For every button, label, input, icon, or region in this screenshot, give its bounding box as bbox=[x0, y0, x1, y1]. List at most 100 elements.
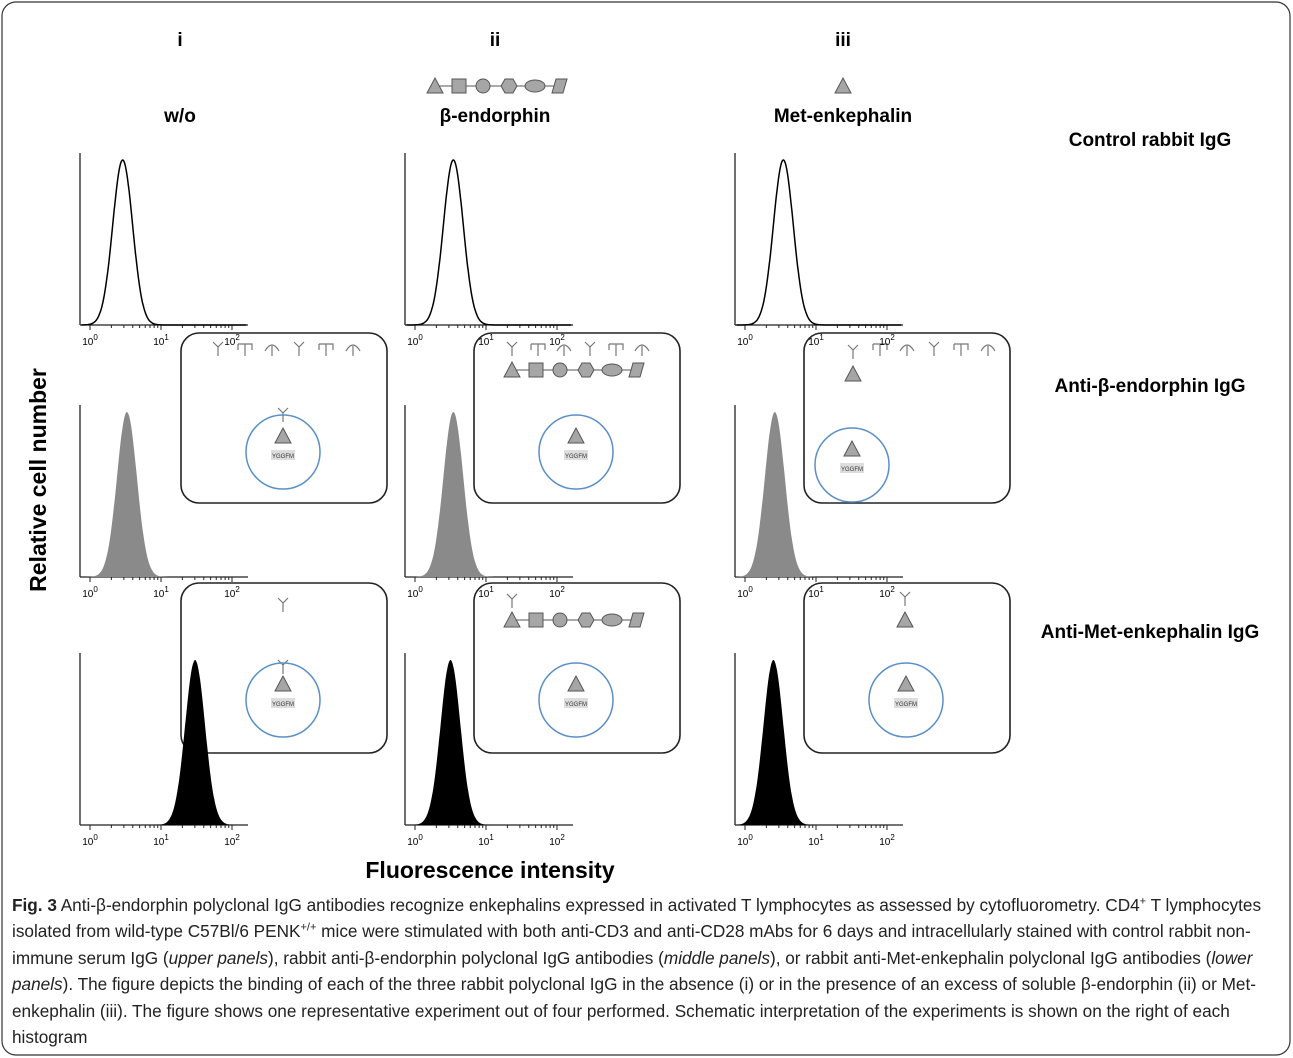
x-tick-label: 102 bbox=[224, 333, 240, 348]
x-tick-label: 100 bbox=[407, 833, 423, 848]
tick-base: 10 bbox=[407, 337, 419, 348]
x-tick-label: 102 bbox=[879, 333, 895, 348]
epitope-box bbox=[894, 698, 918, 708]
tick-exponent: 1 bbox=[489, 833, 494, 842]
peptide-hexagon bbox=[577, 362, 595, 378]
tick-base: 10 bbox=[808, 589, 820, 600]
peptide-triangle bbox=[426, 76, 444, 94]
histogram bbox=[736, 412, 902, 577]
row-label: Anti-Met-enkephalin IgG bbox=[1041, 622, 1260, 643]
peptide-triangle bbox=[896, 610, 914, 628]
tick-base: 10 bbox=[407, 589, 419, 600]
tick-base: 10 bbox=[407, 837, 419, 848]
caption-run: T lymphocytes isolated from wild-type C5… bbox=[12, 895, 1262, 942]
antibody bbox=[293, 341, 305, 356]
antibody bbox=[928, 341, 940, 356]
tick-base: 10 bbox=[82, 337, 94, 348]
peptide-triangle bbox=[567, 426, 585, 444]
histogram bbox=[406, 660, 572, 825]
epitope-text: YGGFM bbox=[565, 454, 587, 460]
x-tick-label: 101 bbox=[808, 833, 824, 848]
caption-run: +/+ bbox=[300, 921, 317, 934]
peptide-circle bbox=[552, 362, 568, 378]
antibody bbox=[212, 341, 224, 356]
tick-exponent: 1 bbox=[819, 333, 824, 342]
x-tick-label: 100 bbox=[737, 833, 753, 848]
tick-base: 10 bbox=[737, 837, 749, 848]
x-tick-label: 101 bbox=[478, 585, 494, 600]
x-tick-label: 102 bbox=[549, 585, 565, 600]
histogram bbox=[81, 159, 247, 326]
caption-run: mice were stimulated with both anti-CD3 … bbox=[12, 921, 1251, 968]
column-numeral: i bbox=[177, 30, 182, 51]
antibody bbox=[318, 343, 334, 356]
epitope-text: YGGFM bbox=[841, 467, 863, 473]
caption: Fig. 3 Anti-β-endorphin polyclonal IgG a… bbox=[12, 892, 1280, 1050]
tick-exponent: 2 bbox=[560, 833, 565, 842]
antibody bbox=[506, 593, 518, 608]
epitope-box bbox=[271, 450, 295, 460]
antibody bbox=[899, 344, 915, 356]
tick-base: 10 bbox=[153, 837, 165, 848]
epitope-text: YGGFM bbox=[565, 702, 587, 708]
column-numeral: ii bbox=[490, 30, 501, 51]
epitope-box bbox=[564, 450, 588, 460]
antibody bbox=[634, 344, 650, 356]
antibody bbox=[980, 344, 996, 356]
tick-exponent: 0 bbox=[418, 833, 423, 842]
peptide-circle bbox=[552, 612, 568, 628]
peptide-parallelogram bbox=[628, 362, 645, 378]
peptide-square bbox=[528, 362, 544, 378]
peptide-ellipse bbox=[524, 79, 546, 93]
caption-run: Fig. 3 bbox=[12, 895, 57, 915]
caption-run: lower panels bbox=[12, 947, 1253, 995]
column-label: w/o bbox=[163, 106, 196, 127]
tick-exponent: 0 bbox=[418, 333, 423, 342]
epitope-text: YGGFM bbox=[272, 702, 294, 708]
tick-base: 10 bbox=[82, 589, 94, 600]
antibody bbox=[277, 407, 289, 422]
peptide-triangle bbox=[834, 76, 852, 94]
tick-exponent: 0 bbox=[93, 585, 98, 594]
antibody bbox=[899, 591, 911, 606]
tick-exponent: 0 bbox=[93, 333, 98, 342]
histogram bbox=[81, 660, 247, 825]
tick-base: 10 bbox=[549, 837, 561, 848]
caption-run: upper panels bbox=[168, 947, 269, 968]
x-tick-label: 100 bbox=[737, 333, 753, 348]
tick-base: 10 bbox=[153, 589, 165, 600]
tick-exponent: 2 bbox=[890, 833, 895, 842]
x-tick-label: 101 bbox=[153, 333, 169, 348]
peptide-square bbox=[451, 78, 467, 94]
histogram bbox=[736, 660, 902, 825]
caption-run: ). The figure depicts the binding of eac… bbox=[12, 974, 1256, 1048]
caption-run: + bbox=[1139, 895, 1147, 908]
x-tick-label: 102 bbox=[879, 833, 895, 848]
x-tick-label: 100 bbox=[737, 585, 753, 600]
antibody bbox=[556, 344, 572, 356]
x-tick-label: 100 bbox=[82, 333, 98, 348]
tick-base: 10 bbox=[478, 837, 490, 848]
tick-base: 10 bbox=[879, 337, 891, 348]
x-tick-label: 102 bbox=[224, 585, 240, 600]
peptide-triangle bbox=[503, 360, 521, 378]
column-label: Met-enkephalin bbox=[774, 106, 912, 127]
tick-base: 10 bbox=[808, 337, 820, 348]
tick-exponent: 1 bbox=[164, 333, 169, 342]
tick-exponent: 0 bbox=[748, 585, 753, 594]
tick-exponent: 2 bbox=[560, 333, 565, 342]
histogram bbox=[81, 412, 247, 577]
column-label: β-endorphin bbox=[440, 106, 551, 127]
antibody bbox=[608, 343, 624, 356]
x-tick-label: 101 bbox=[153, 833, 169, 848]
epitope-box bbox=[564, 698, 588, 708]
tick-exponent: 2 bbox=[890, 333, 895, 342]
x-tick-label: 100 bbox=[82, 585, 98, 600]
x-axis-label: Fluorescence intensity bbox=[365, 857, 614, 883]
antibody bbox=[345, 344, 361, 356]
tick-exponent: 2 bbox=[235, 833, 240, 842]
epitope-text: YGGFM bbox=[272, 454, 294, 460]
tick-base: 10 bbox=[224, 337, 236, 348]
